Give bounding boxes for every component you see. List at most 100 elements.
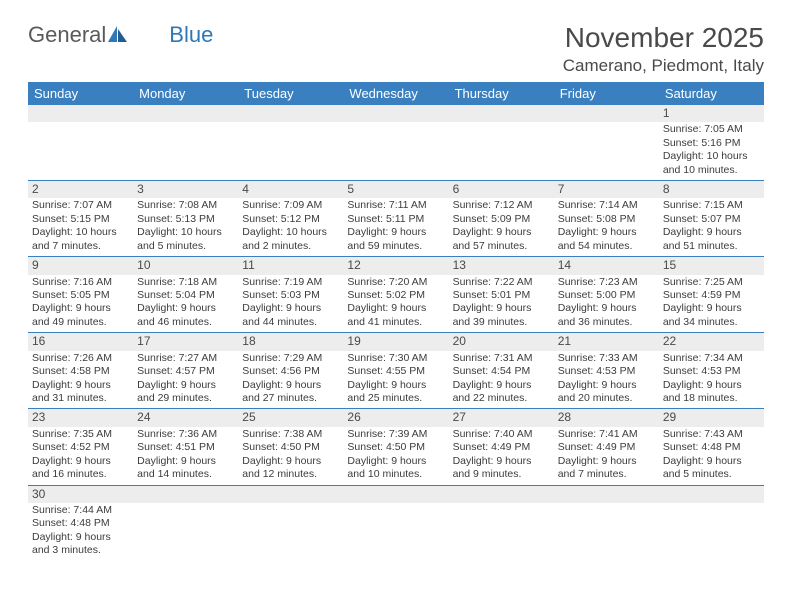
sunset-line: Sunset: 5:07 PM bbox=[663, 213, 760, 226]
sunset-line: Sunset: 4:57 PM bbox=[137, 365, 234, 378]
day-details: Sunrise: 7:25 AMSunset: 4:59 PMDaylight:… bbox=[663, 276, 760, 330]
content-row: Sunrise: 7:16 AMSunset: 5:05 PM Daylight:… bbox=[28, 275, 764, 333]
day-number: 15 bbox=[659, 257, 764, 275]
day-number: 9 bbox=[28, 257, 133, 275]
day-cell: Sunrise: 7:34 AMSunset: 4:53 PMDaylight:… bbox=[659, 351, 764, 409]
title-block: November 2025 Camerano, Piedmont, Italy bbox=[563, 22, 764, 76]
day-number: 30 bbox=[28, 485, 133, 503]
day-details: Sunrise: 7:31 AMSunset: 4:54 PMDaylight:… bbox=[453, 352, 550, 406]
sunrise-line: Sunrise: 7:43 AM bbox=[663, 428, 760, 441]
day-header: Sunday bbox=[28, 82, 133, 105]
day-number: 21 bbox=[554, 333, 659, 351]
sunset-line: Sunset: 5:16 PM bbox=[663, 137, 760, 150]
sunrise-line: Sunrise: 7:30 AM bbox=[347, 352, 444, 365]
day-cell: Sunrise: 7:11 AMSunset: 5:11 PMDaylight:… bbox=[343, 198, 448, 256]
d2-line: and 27 minutes. bbox=[242, 392, 339, 405]
d2-line: and 31 minutes. bbox=[32, 392, 129, 405]
d1-line: Daylight: 9 hours bbox=[242, 302, 339, 315]
d1-line: Daylight: 9 hours bbox=[453, 302, 550, 315]
day-number: 28 bbox=[554, 409, 659, 427]
sunrise-line: Sunrise: 7:15 AM bbox=[663, 199, 760, 212]
sunset-line: Sunset: 4:52 PM bbox=[32, 441, 129, 454]
month-title: November 2025 bbox=[563, 22, 764, 54]
sunrise-line: Sunrise: 7:40 AM bbox=[453, 428, 550, 441]
day-details: Sunrise: 7:16 AMSunset: 5:05 PMDaylight:… bbox=[32, 276, 129, 330]
sunset-line: Sunset: 5:09 PM bbox=[453, 213, 550, 226]
day-number: 11 bbox=[238, 257, 343, 275]
sunrise-line: Sunrise: 7:20 AM bbox=[347, 276, 444, 289]
d1-line: Daylight: 9 hours bbox=[663, 226, 760, 239]
daynum-row: 1 bbox=[28, 105, 764, 122]
day-cell: Sunrise: 7:07 AMSunset: 5:15 PMDaylight:… bbox=[28, 198, 133, 256]
sunset-line: Sunset: 5:08 PM bbox=[558, 213, 655, 226]
day-cell bbox=[659, 503, 764, 561]
daynum-row: 9101112131415 bbox=[28, 257, 764, 275]
sunset-line: Sunset: 4:53 PM bbox=[663, 365, 760, 378]
sunset-line: Sunset: 4:49 PM bbox=[558, 441, 655, 454]
d2-line: and 41 minutes. bbox=[347, 316, 444, 329]
sunrise-line: Sunrise: 7:18 AM bbox=[137, 276, 234, 289]
day-number bbox=[449, 105, 554, 122]
d1-line: Daylight: 9 hours bbox=[32, 531, 129, 544]
content-row: Sunrise: 7:07 AMSunset: 5:15 PMDaylight:… bbox=[28, 198, 764, 256]
d2-line: and 39 minutes. bbox=[453, 316, 550, 329]
d2-line: and 34 minutes. bbox=[663, 316, 760, 329]
sunset-line: Sunset: 4:48 PM bbox=[663, 441, 760, 454]
day-cell: Sunrise: 7:16 AMSunset: 5:05 PMDaylight:… bbox=[28, 275, 133, 333]
sunset-line: Sunset: 4:50 PM bbox=[347, 441, 444, 454]
d2-line: and 2 minutes. bbox=[242, 240, 339, 253]
sunrise-line: Sunrise: 7:38 AM bbox=[242, 428, 339, 441]
d2-line: and 10 minutes. bbox=[347, 468, 444, 481]
d2-line: and 54 minutes. bbox=[558, 240, 655, 253]
day-details: Sunrise: 7:09 AMSunset: 5:12 PMDaylight:… bbox=[242, 199, 339, 253]
content-row: Sunrise: 7:44 AMSunset: 4:48 PMDaylight:… bbox=[28, 503, 764, 561]
day-number: 18 bbox=[238, 333, 343, 351]
day-number: 1 bbox=[659, 105, 764, 122]
d2-line: and 5 minutes. bbox=[137, 240, 234, 253]
day-number: 7 bbox=[554, 181, 659, 199]
d1-line: Daylight: 9 hours bbox=[663, 379, 760, 392]
day-cell: Sunrise: 7:41 AMSunset: 4:49 PMDaylight:… bbox=[554, 427, 659, 485]
day-details: Sunrise: 7:44 AMSunset: 4:48 PMDaylight:… bbox=[32, 504, 129, 558]
day-details: Sunrise: 7:41 AMSunset: 4:49 PMDaylight:… bbox=[558, 428, 655, 482]
day-number: 22 bbox=[659, 333, 764, 351]
day-number: 23 bbox=[28, 409, 133, 427]
content-row: Sunrise: 7:26 AMSunset: 4:58 PMDaylight:… bbox=[28, 351, 764, 409]
day-details: Sunrise: 7:30 AMSunset: 4:55 PMDaylight:… bbox=[347, 352, 444, 406]
sunrise-line: Sunrise: 7:16 AM bbox=[32, 276, 129, 289]
sunset-line: Sunset: 5:05 PM bbox=[32, 289, 129, 302]
d1-line: Daylight: 9 hours bbox=[347, 226, 444, 239]
day-details: Sunrise: 7:39 AMSunset: 4:50 PMDaylight:… bbox=[347, 428, 444, 482]
sunset-line: Sunset: 5:04 PM bbox=[137, 289, 234, 302]
d1-line: Daylight: 10 hours bbox=[242, 226, 339, 239]
day-number: 29 bbox=[659, 409, 764, 427]
d2-line: and 49 minutes. bbox=[32, 316, 129, 329]
sunset-line: Sunset: 5:15 PM bbox=[32, 213, 129, 226]
calendar-page: General Blue November 2025 Camerano, Pie… bbox=[0, 0, 792, 561]
d1-line: Daylight: 9 hours bbox=[558, 226, 655, 239]
sunrise-line: Sunrise: 7:35 AM bbox=[32, 428, 129, 441]
day-details: Sunrise: 7:23 AMSunset: 5:00 PMDaylight:… bbox=[558, 276, 655, 330]
sunrise-line: Sunrise: 7:34 AM bbox=[663, 352, 760, 365]
d2-line: and 7 minutes. bbox=[32, 240, 129, 253]
sunrise-line: Sunrise: 7:25 AM bbox=[663, 276, 760, 289]
sunrise-line: Sunrise: 7:05 AM bbox=[663, 123, 760, 136]
day-details: Sunrise: 7:05 AMSunset: 5:16 PMDaylight:… bbox=[663, 123, 760, 177]
sunrise-line: Sunrise: 7:14 AM bbox=[558, 199, 655, 212]
content-row: Sunrise: 7:05 AMSunset: 5:16 PMDaylight:… bbox=[28, 122, 764, 180]
day-cell: Sunrise: 7:12 AMSunset: 5:09 PMDaylight:… bbox=[449, 198, 554, 256]
calendar-body: 1Sunrise: 7:05 AMSunset: 5:16 PMDaylight… bbox=[28, 105, 764, 561]
logo: General Blue bbox=[28, 22, 213, 48]
sunset-line: Sunset: 4:51 PM bbox=[137, 441, 234, 454]
day-number bbox=[554, 105, 659, 122]
sunset-line: Sunset: 4:58 PM bbox=[32, 365, 129, 378]
day-cell: Sunrise: 7:20 AMSunset: 5:02 PMDaylight:… bbox=[343, 275, 448, 333]
day-details: Sunrise: 7:33 AMSunset: 4:53 PMDaylight:… bbox=[558, 352, 655, 406]
day-details: Sunrise: 7:14 AMSunset: 5:08 PMDaylight:… bbox=[558, 199, 655, 253]
day-number: 24 bbox=[133, 409, 238, 427]
day-header: Wednesday bbox=[343, 82, 448, 105]
day-number bbox=[659, 485, 764, 503]
day-number: 17 bbox=[133, 333, 238, 351]
day-details: Sunrise: 7:36 AMSunset: 4:51 PMDaylight:… bbox=[137, 428, 234, 482]
day-number bbox=[238, 485, 343, 503]
